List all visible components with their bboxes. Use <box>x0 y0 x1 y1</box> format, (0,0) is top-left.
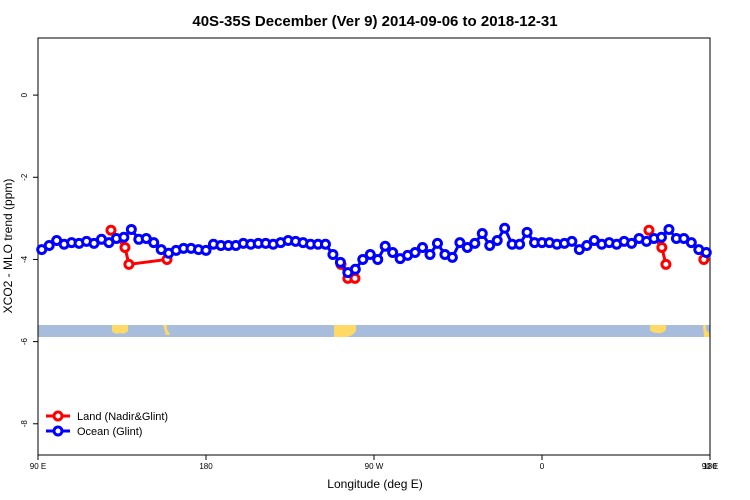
data-point <box>446 251 458 263</box>
x-tick-label: 90 W <box>365 462 384 471</box>
x-tick-label: 90 E <box>702 462 718 471</box>
chart-title: 40S-35S December (Ver 9) 2014-09-06 to 2… <box>192 13 557 30</box>
data-point <box>319 238 331 250</box>
data-point <box>118 231 130 243</box>
y-tick-label: -6 <box>20 338 29 346</box>
land-strip <box>38 325 710 337</box>
data-point <box>685 237 697 249</box>
data-point <box>387 246 399 258</box>
data-point <box>327 249 339 261</box>
data-point <box>484 239 496 251</box>
x-tick-label: 0 <box>540 462 545 471</box>
data-point <box>372 253 384 265</box>
data-point <box>626 237 638 249</box>
y-tick-label: -4 <box>20 255 29 263</box>
y-tick-label: -8 <box>20 420 29 428</box>
data-point <box>454 237 466 249</box>
x-tick-label: 180 <box>703 462 717 471</box>
x-axis-label: Longitude (deg E) <box>327 477 422 491</box>
data-point <box>364 249 376 261</box>
data-point <box>43 239 55 251</box>
y-tick-label: -2 <box>20 173 29 181</box>
data-point <box>125 223 137 235</box>
data-point <box>148 237 160 249</box>
series <box>36 222 712 279</box>
data-point <box>105 224 117 236</box>
data-point <box>469 237 481 249</box>
data-point <box>200 244 212 256</box>
data-point <box>581 239 593 251</box>
data-point <box>499 222 511 234</box>
legend-label: Ocean (Glint) <box>77 426 142 438</box>
legend-marker <box>52 425 64 437</box>
legend-marker <box>52 410 64 422</box>
data-point <box>119 242 131 254</box>
data-point <box>656 242 668 254</box>
data-point <box>491 235 503 247</box>
y-tick-label: 0 <box>20 92 29 97</box>
data-point <box>663 223 675 235</box>
data-point <box>521 226 533 238</box>
x-tick-label: 180 <box>199 462 213 471</box>
data-point <box>123 258 135 270</box>
data-point <box>655 231 667 243</box>
data-point <box>431 237 443 249</box>
data-point <box>660 258 672 270</box>
legend-label: Land (Nadir&Glint) <box>77 411 168 423</box>
data-point <box>514 238 526 250</box>
data-point <box>643 224 655 236</box>
x-tick-label: 90 E <box>30 462 46 471</box>
data-point <box>700 246 712 258</box>
data-point <box>409 246 421 258</box>
data-point <box>566 235 578 247</box>
data-point <box>357 253 369 265</box>
data-point <box>379 240 391 252</box>
data-point <box>424 249 436 261</box>
data-point <box>334 256 346 268</box>
data-point <box>417 242 429 254</box>
data-point <box>349 263 361 275</box>
data-point <box>476 228 488 240</box>
y-axis-label: XCO2 - MLO trend (ppm) <box>1 179 15 314</box>
